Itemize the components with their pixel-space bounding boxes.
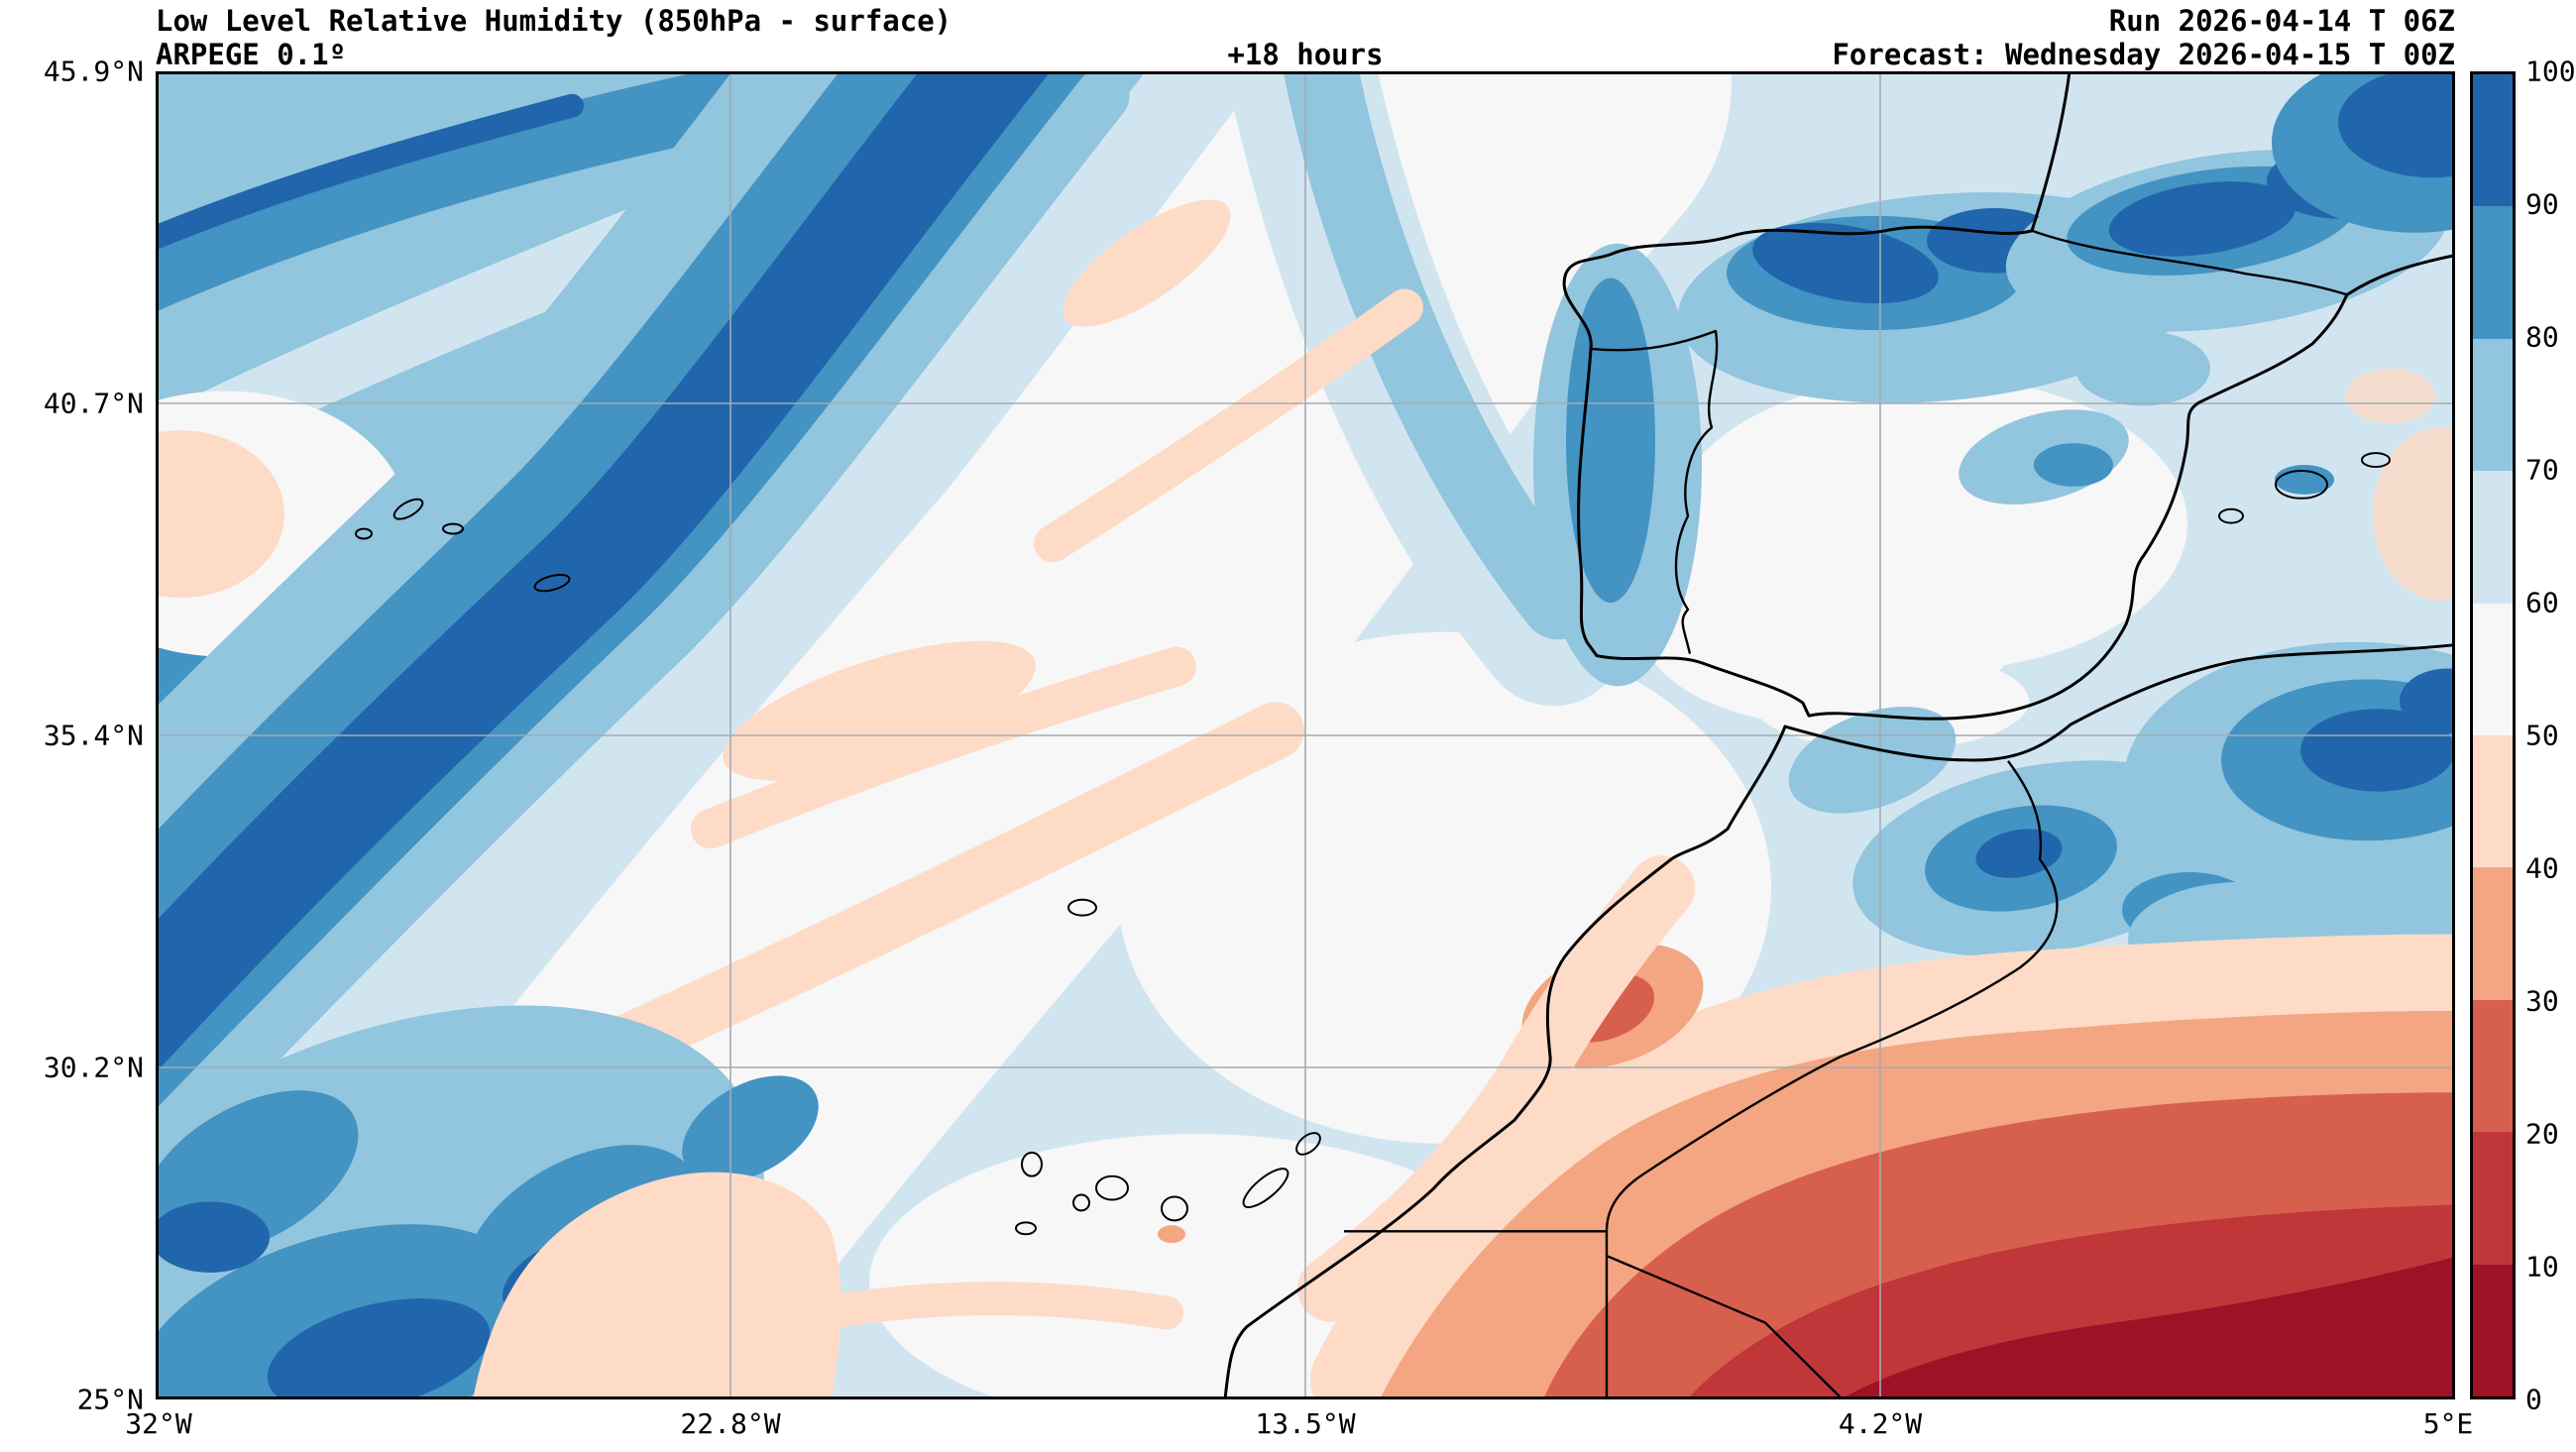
canary-islands <box>1015 1132 1321 1236</box>
iberia-region <box>1533 71 2455 726</box>
colorbar-segment <box>2473 74 2513 207</box>
lon-tick: 13.5°W <box>1255 1407 1356 1440</box>
moist-frontal-band <box>156 71 1209 1260</box>
dry-sahara-region <box>1158 855 2455 1399</box>
colorbar-segment <box>2473 735 2513 868</box>
humidity-map-svg <box>156 71 2455 1399</box>
lat-tick: 45.9°N <box>43 55 144 88</box>
lon-tick: 32°W <box>125 1407 192 1440</box>
dry-streaks <box>593 199 1423 1074</box>
colorbar-segments <box>2473 74 2513 1397</box>
southwest-moist-region <box>156 1005 1183 1399</box>
colorbar-tick: 50 <box>2525 719 2559 752</box>
colorbar-tick: 30 <box>2525 984 2559 1018</box>
coastlines <box>1223 71 2455 1399</box>
colorbar-segment <box>2473 1264 2513 1397</box>
lat-tick: 25°N <box>76 1383 144 1416</box>
colorbar-segment <box>2473 1132 2513 1265</box>
forecast-label: Forecast: Wednesday 2026-04-15 T 00Z <box>1832 38 2455 71</box>
colorbar-segment <box>2473 206 2513 339</box>
lat-tick: 35.4°N <box>43 719 144 752</box>
maghreb-moist-region <box>1788 641 2455 997</box>
lon-tick: 4.2°W <box>1838 1407 1923 1440</box>
madeira-island <box>1067 898 1097 917</box>
colorbar <box>2470 71 2516 1399</box>
page-title: Low Level Relative Humidity (850hPa - su… <box>156 4 952 38</box>
colorbar-tick: 0 <box>2525 1383 2542 1416</box>
islands <box>355 452 2391 1236</box>
colorbar-segment <box>2473 867 2513 1000</box>
colorbar-segment <box>2473 338 2513 472</box>
model-label: ARPEGE 0.1º <box>156 38 347 71</box>
colorbar-segment <box>2473 603 2513 736</box>
colorbar-segment <box>2473 999 2513 1133</box>
colorbar-tick: 70 <box>2525 453 2559 487</box>
colorbar-tick: 40 <box>2525 851 2559 885</box>
colorbar-tick: 100 <box>2525 55 2576 88</box>
colorbar-tick: 90 <box>2525 187 2559 221</box>
country-borders <box>1344 229 2348 1399</box>
lon-tick: 22.8°W <box>680 1407 781 1440</box>
azores-islands <box>355 498 571 593</box>
colorbar-tick: 80 <box>2525 320 2559 354</box>
colorbar-tick: 10 <box>2525 1250 2559 1284</box>
gridlines <box>156 71 2455 1399</box>
colorbar-tick: 20 <box>2525 1117 2559 1151</box>
colorbar-tick: 60 <box>2525 586 2559 619</box>
lat-tick: 30.2°N <box>43 1051 144 1084</box>
map-canvas <box>156 71 2455 1399</box>
balearic-islands <box>2218 452 2391 524</box>
run-label: Run 2026-04-14 T 06Z <box>2108 4 2455 38</box>
map-frame <box>156 71 2455 1399</box>
lat-tick: 40.7°N <box>43 387 144 420</box>
colorbar-segment <box>2473 471 2513 604</box>
lon-tick: 5°E <box>2422 1407 2474 1440</box>
lead-time-label: +18 hours <box>1227 38 1384 71</box>
